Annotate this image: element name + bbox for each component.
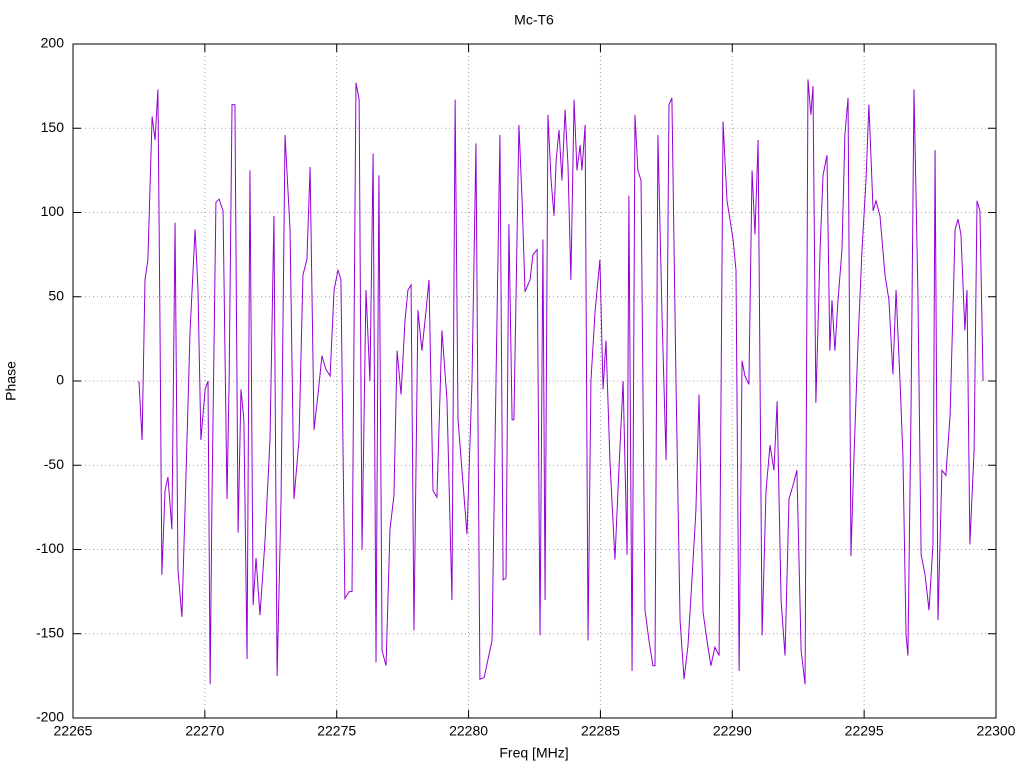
y-tick-label: -50 [44,456,64,472]
x-tick-label: 22290 [713,723,752,739]
y-tick-label: -100 [36,540,64,556]
x-tick-label: 22280 [449,723,488,739]
x-tick-label: 22295 [845,723,884,739]
y-tick-label: -200 [36,709,64,725]
x-tick-label: 22265 [54,723,93,739]
x-tick-label: 22285 [581,723,620,739]
plot-border [72,43,997,719]
y-axis-label: Phase [3,361,19,401]
x-axis-label: Freq [MHz] [499,745,568,761]
y-tick-label: 50 [48,287,64,303]
x-tick-label: 22275 [317,723,356,739]
chart-title: Mc-T6 [514,12,554,28]
y-tick-label: -150 [36,624,64,640]
x-tick-label: 22300 [977,723,1016,739]
y-tick-label: 0 [56,372,64,388]
y-tick-label: 200 [41,35,65,51]
data-line [138,79,984,685]
x-tick-label: 22270 [185,723,224,739]
y-tick-label: 100 [41,203,65,219]
y-tick-label: 150 [41,119,65,135]
